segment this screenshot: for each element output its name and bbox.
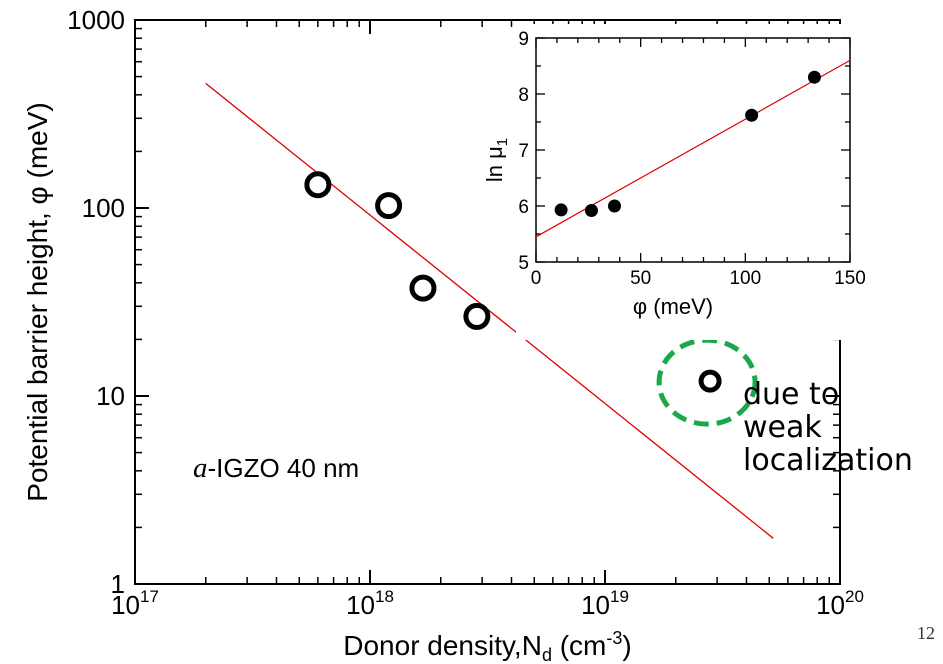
sample-label-rest: -IGZO 40 nm xyxy=(207,453,360,483)
weak-localization-highlight-circle xyxy=(656,337,758,427)
inset-data-point xyxy=(584,203,598,217)
inset-x-tick-label: 150 xyxy=(834,268,866,289)
inset-y-tick-label: 8 xyxy=(518,85,529,106)
sample-label-italic: a xyxy=(193,452,208,484)
inset-x-tick-label: 100 xyxy=(729,268,761,289)
inset-data-point xyxy=(745,108,759,122)
weak-note-line-2: weak xyxy=(743,410,822,445)
weak-note-line-3: localization xyxy=(743,443,913,478)
x-tick-label: 1019 xyxy=(581,587,629,620)
main-data-point xyxy=(409,274,437,302)
inset-x-tick-label: 0 xyxy=(531,268,542,289)
main-data-point xyxy=(463,302,491,330)
y-tick-label: 100 xyxy=(82,193,125,223)
inset-x-tick-label: 50 xyxy=(630,268,651,289)
weak-note-line-1: due to xyxy=(743,377,840,412)
inset-data-point xyxy=(554,203,568,217)
x-tick-label: 1017 xyxy=(111,587,159,620)
inset-plot: 0 50 100 150 5 6 7 8 9 φ (meV) ln μ1 xyxy=(482,24,870,340)
y-tick-label: 1 xyxy=(111,569,125,599)
x-tick-label: 1018 xyxy=(346,587,394,620)
x-axis-title: Donor density,Nd (cm-3) xyxy=(343,628,631,664)
y-axis-title: Potential barrier height, φ (meV) xyxy=(22,102,53,501)
inset-x-axis-title: φ (meV) xyxy=(633,294,713,319)
inset-y-tick-label: 5 xyxy=(518,253,529,274)
inset-data-point xyxy=(608,199,621,213)
inset-y-tick-label: 9 xyxy=(518,29,529,50)
y-tick-label: 1000 xyxy=(67,5,125,35)
main-fit-line xyxy=(205,82,774,539)
inset-y-tick-label: 6 xyxy=(518,197,529,218)
weak-localization-note: due to weak localization xyxy=(743,378,913,477)
x-tick-label: 1020 xyxy=(816,587,864,620)
y-tick-label: 10 xyxy=(96,381,125,411)
inset-y-tick-label: 7 xyxy=(518,141,529,162)
main-data-point xyxy=(375,192,403,220)
inset-data-point xyxy=(807,70,821,84)
page-number: 12 xyxy=(917,623,935,643)
inset-y-axis-title: ln μ1 xyxy=(482,138,511,182)
main-data-point xyxy=(698,369,722,393)
main-data-point xyxy=(304,171,332,199)
sample-label: a-IGZO 40 nm xyxy=(193,452,359,485)
